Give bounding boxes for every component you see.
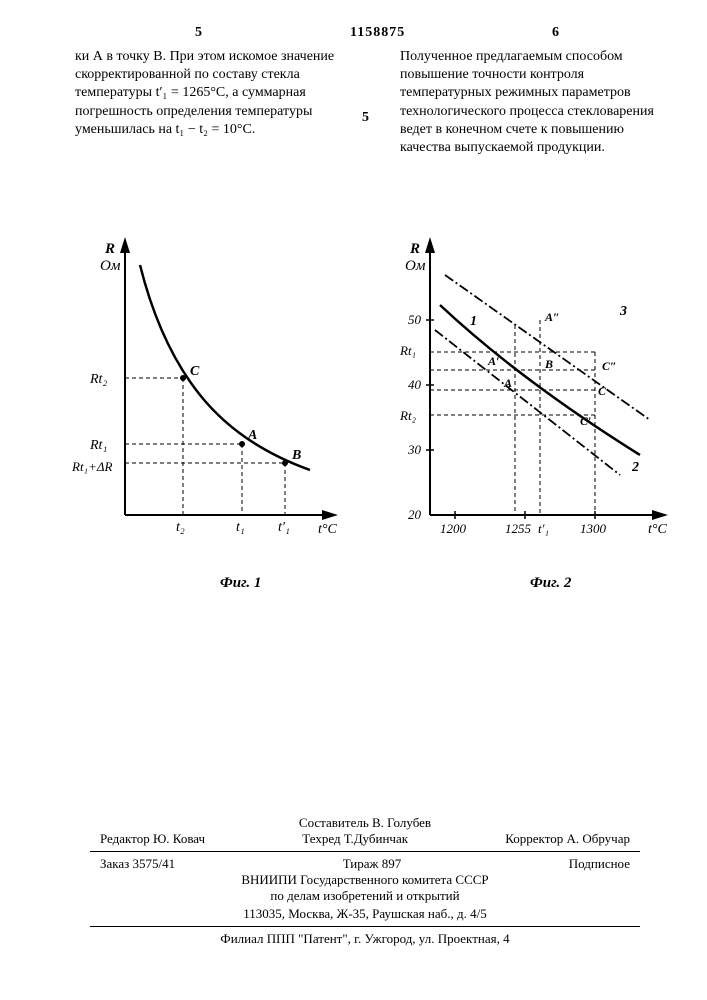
fig2-caption: Фиг. 2 [530, 575, 571, 592]
fig1-point-B: B [291, 448, 301, 463]
right-column-text: Полученное предлагаемым способом повышен… [400, 48, 665, 157]
page-number-right: 6 [552, 25, 559, 41]
fig1-xt-t1: t₁ [236, 520, 245, 535]
fig2-y-30: 30 [407, 442, 422, 457]
margin-line-number: 5 [362, 110, 369, 126]
org-line-1: ВНИИПИ Государственного комитета СССР [90, 872, 640, 888]
fig2-x-1255: 1255 [505, 521, 532, 536]
fig1-curve [140, 265, 310, 470]
fig2-pt-C: C [598, 384, 607, 398]
compiler: Составитель В. Голубев [90, 815, 640, 831]
fig2-pt-B: B [544, 357, 553, 371]
fig2-x-t1p: t′₁ [538, 521, 549, 536]
fig1-yt-Rt1: Rt₁ [89, 438, 107, 453]
left-column-text: ки А в точку В. При этом искомое значени… [75, 48, 340, 139]
fig1-yt-Rt2: Rt₂ [89, 372, 107, 387]
fig2-x-1200: 1200 [440, 521, 467, 536]
fig2-y-20: 20 [408, 507, 422, 522]
tirazh: Тираж 897 [343, 856, 402, 872]
fig2-y-Om: Ом [405, 258, 426, 274]
page-number-left: 5 [195, 25, 202, 41]
fig2-y-50: 50 [408, 312, 422, 327]
fig1-xt-t2: t₂ [176, 520, 185, 535]
document-id: 1158875 [350, 25, 405, 41]
fig2-curve-3 [445, 275, 650, 420]
fig2-x-label: t°C [648, 522, 667, 537]
order: Заказ 3575/41 [100, 856, 175, 872]
fig2-y-R: R [409, 241, 420, 257]
fig2-y-Rt1: Rt₁ [399, 343, 416, 358]
fig2-x-1300: 1300 [580, 521, 607, 536]
address-1: 113035, Москва, Ж-35, Раушская наб., д. … [90, 906, 640, 922]
editor: Редактор Ю. Ковач [100, 831, 205, 847]
figures-area: R Ом t°C C Rt₂ t₂ A Rt₁ t₁ B Rt₁+ΔR t′₁ … [70, 225, 670, 595]
fig1-y-unit-R: R [104, 241, 115, 257]
fig2-pt-Cp: C′ [580, 414, 591, 428]
fig2-pt-Ap: A′ [487, 354, 499, 368]
fig2-pt-Cpp: C″ [602, 359, 617, 373]
fig1-point-C: C [190, 364, 200, 379]
fig2-y-40: 40 [408, 377, 422, 392]
fig2-lab-3: 3 [619, 304, 627, 319]
fig1-x-label: t°C [318, 522, 337, 537]
fig1-point-A: A [247, 428, 257, 443]
techred: Техред Т.Дубинчак [302, 831, 408, 847]
figure-1: R Ом t°C C Rt₂ t₂ A Rt₁ t₁ B Rt₁+ΔR t′₁ [70, 225, 350, 555]
fig2-lab-1: 1 [470, 314, 477, 329]
corrector: Корректор А. Обручар [505, 831, 630, 847]
fig1-y-unit-Om: Ом [100, 258, 121, 274]
fig2-pt-App: A″ [544, 310, 560, 324]
fig1-xt-t1p: t′₁ [278, 520, 290, 535]
fig2-pt-A: A [503, 376, 512, 390]
fig1-yt-Rt1dR: Rt₁+ΔR [71, 459, 112, 474]
imprint-block: Составитель В. Голубев Редактор Ю. Ковач… [90, 815, 640, 947]
fig2-y-Rt2: Rt₂ [399, 408, 417, 423]
org-line-2: по делам изобретений и открытий [90, 888, 640, 904]
subscription: Подписное [569, 856, 630, 872]
figure-2: R Ом t°C 20 30 40 50 Rt₁ Rt₂ 1200 1255 t… [370, 225, 680, 555]
fig1-caption: Фиг. 1 [220, 575, 261, 592]
branch: Филиал ППП "Патент", г. Ужгород, ул. Про… [90, 931, 640, 947]
fig2-lab-2: 2 [631, 460, 639, 475]
